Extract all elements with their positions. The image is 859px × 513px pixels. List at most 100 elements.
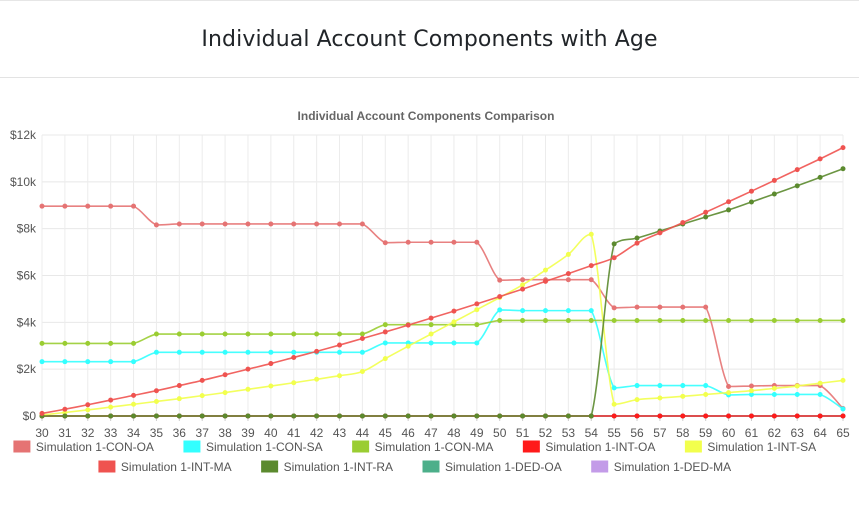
data-point [451,319,457,325]
data-point [153,413,159,419]
data-point [451,308,457,314]
data-point [542,278,548,284]
data-point [199,377,205,383]
legend-item[interactable]: Simulation 1-INT-SA [684,440,816,454]
data-point [131,401,137,407]
legend-item[interactable]: Simulation 1-CON-SA [183,440,323,454]
x-tick-label: 59 [699,426,713,440]
data-point [39,410,45,416]
x-tick-label: 43 [333,426,347,440]
data-point [131,340,137,346]
data-point [153,398,159,404]
legend-swatch [422,460,440,473]
legend-item[interactable]: Simulation 1-INT-MA [98,460,232,474]
data-point [703,209,709,215]
data-point [657,413,663,419]
data-point [291,221,297,227]
data-point [428,239,434,245]
x-tick-label: 47 [424,426,438,440]
data-point [634,317,640,323]
data-point [794,391,800,397]
y-tick-label: $2k [17,362,37,376]
data-point [611,317,617,323]
y-tick-label: $10k [10,175,37,189]
data-point [474,413,480,419]
legend-item[interactable]: Simulation 1-CON-OA [13,440,154,454]
x-tick-label: 34 [127,426,141,440]
data-point [794,413,800,419]
x-tick-label: 40 [264,426,278,440]
data-point [703,383,709,389]
data-point [565,413,571,419]
data-point [222,221,228,227]
series-simulation-1-con-ma [39,317,846,346]
legend-item[interactable]: Simulation 1-DED-OA [422,460,562,474]
data-point [748,388,754,394]
data-point [657,304,663,310]
legend-swatch [183,440,201,453]
series-simulation-1-int-sa [39,231,846,418]
data-point [382,356,388,362]
data-point [497,307,503,313]
data-point [840,145,846,151]
data-point [405,322,411,328]
data-point [634,413,640,419]
data-point [131,413,137,419]
legend-item[interactable]: Simulation 1-DED-MA [591,460,731,474]
data-point [176,383,182,389]
legend-item[interactable]: Simulation 1-CON-MA [352,440,494,454]
data-point [748,199,754,205]
chart-legend[interactable]: Simulation 1-CON-OA Simulation 1-CON-SA Si… [13,440,816,474]
data-point [634,304,640,310]
data-point [382,413,388,419]
data-point [611,255,617,261]
x-tick-label: 31 [58,426,72,440]
data-point [611,401,617,407]
data-point [359,335,365,341]
legend-label: Simulation 1-INT-SA [707,440,816,454]
data-point [153,222,159,228]
data-point [39,359,45,365]
data-point [62,413,68,419]
legend-label: Simulation 1-DED-OA [445,460,562,474]
data-point [634,383,640,389]
data-point [85,413,91,419]
data-point [794,183,800,189]
data-point [520,308,526,314]
data-point [726,317,732,323]
data-point [176,349,182,355]
series-line [41,319,843,345]
data-point [748,188,754,194]
data-point [291,349,297,355]
legend-swatch [98,460,116,473]
data-point [657,317,663,323]
data-point [131,203,137,209]
data-point [565,308,571,314]
data-point [405,239,411,245]
legend-item[interactable]: Simulation 1-INT-OA [522,440,655,454]
chart-grid [41,134,844,417]
data-point [222,413,228,419]
data-point [611,385,617,391]
legend-item[interactable]: Simulation 1-INT-RA [261,460,393,474]
legend-label: Simulation 1-INT-MA [121,460,232,474]
data-point [382,329,388,335]
data-point [657,230,663,236]
x-tick-label: 41 [287,426,301,440]
data-point [337,349,343,355]
data-point [611,413,617,419]
data-point [588,263,594,269]
data-point [405,343,411,349]
data-point [657,383,663,389]
data-point [474,322,480,328]
data-point [268,331,274,337]
series-line [41,167,844,417]
legend-label: Simulation 1-INT-OA [545,440,655,454]
data-point [565,251,571,257]
data-point [245,366,251,372]
data-point [337,331,343,337]
data-point [748,317,754,323]
data-point [703,391,709,397]
data-point [840,377,846,383]
data-point [726,207,732,213]
